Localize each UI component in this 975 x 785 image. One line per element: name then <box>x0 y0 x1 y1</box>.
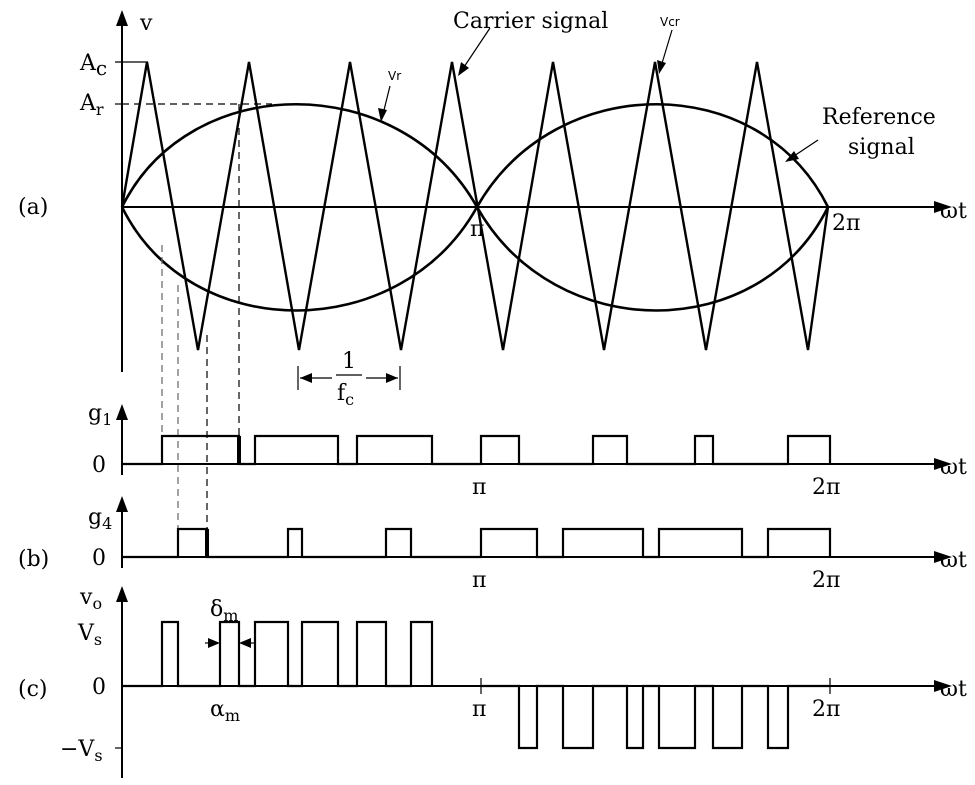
g4-2pi: 2π <box>812 568 840 593</box>
g1-label: g1 <box>88 401 112 429</box>
panel-g1: g1 0 ωt π 2π <box>88 401 967 500</box>
ac-label: Ac <box>79 51 107 80</box>
panel-c: (c) vo Vs 0 −Vs δm αm ωt π 2π <box>18 585 967 778</box>
panel-g4: (b) g4 0 ωt π 2π <box>18 496 967 593</box>
fc-right-arrowhead <box>386 373 398 383</box>
reference-label-1: Reference <box>822 105 936 130</box>
vo-x-arrow <box>934 680 952 692</box>
alpha-m-label: αm <box>210 697 240 725</box>
fc-numerator: 1 <box>342 349 356 374</box>
carrier-pointer-head <box>458 62 469 76</box>
g4-label: g4 <box>88 505 112 533</box>
vo-y-arrow <box>116 586 128 602</box>
panel-a: (a) v Ac Ar Carrier signal Vcr Vr Refere… <box>18 9 967 555</box>
panel-a-pi: π <box>470 217 484 242</box>
vo-2pi: 2π <box>812 697 840 722</box>
vo-label: vo <box>79 585 102 613</box>
reference-pointer-head <box>785 151 799 162</box>
vo-positive-pulses <box>122 620 434 688</box>
panel-a-tag: (a) <box>18 195 48 220</box>
vr-pointer-head <box>378 108 387 122</box>
vo-negative-pulses <box>481 684 830 750</box>
delta-m-label: δm <box>210 597 238 625</box>
panel-b-tag: (b) <box>18 547 49 572</box>
g1-omega-t: ωt <box>940 455 967 480</box>
panel-a-x-arrow <box>934 201 952 213</box>
ar-label: Ar <box>79 91 104 119</box>
vo-omega-t: ωt <box>940 677 967 702</box>
fc-left-arrowhead <box>300 373 312 383</box>
g1-x-arrow <box>934 458 952 470</box>
carrier-signal-label: Carrier signal <box>453 9 608 34</box>
g1-2pi: 2π <box>812 475 840 500</box>
g1-pi: π <box>472 475 486 500</box>
g4-omega-t: ωt <box>940 548 967 573</box>
panel-c-tag: (c) <box>18 677 48 702</box>
panel-a-y-arrow <box>116 10 128 26</box>
vs-label: Vs <box>77 621 102 649</box>
v-axis-label: v <box>139 11 153 36</box>
panel-a-omega-t: ωt <box>940 199 967 224</box>
vcr-pointer-head <box>657 60 666 74</box>
g4-x-arrow <box>934 551 952 563</box>
vo-zero: 0 <box>92 675 106 700</box>
g4-pi: π <box>472 568 486 593</box>
vcr-label: Vcr <box>660 15 680 29</box>
delta-right-arrowhead <box>239 638 251 648</box>
panel-a-2pi: 2π <box>832 211 860 236</box>
delta-left-arrowhead <box>208 638 220 648</box>
vr-label: Vr <box>388 69 401 83</box>
vo-pi: π <box>472 697 486 722</box>
g1-pulse-train <box>122 434 832 466</box>
g1-zero: 0 <box>92 453 106 478</box>
g4-y-arrow <box>116 496 128 512</box>
reference-label-2: signal <box>848 135 915 160</box>
g4-zero: 0 <box>92 546 106 571</box>
g1-y-arrow <box>116 404 128 420</box>
neg-vs-label: −Vs <box>60 737 103 765</box>
carrier-triangle-wave <box>120 61 830 351</box>
g4-pulse-train <box>122 527 832 559</box>
fc-denominator: fc <box>337 381 354 409</box>
